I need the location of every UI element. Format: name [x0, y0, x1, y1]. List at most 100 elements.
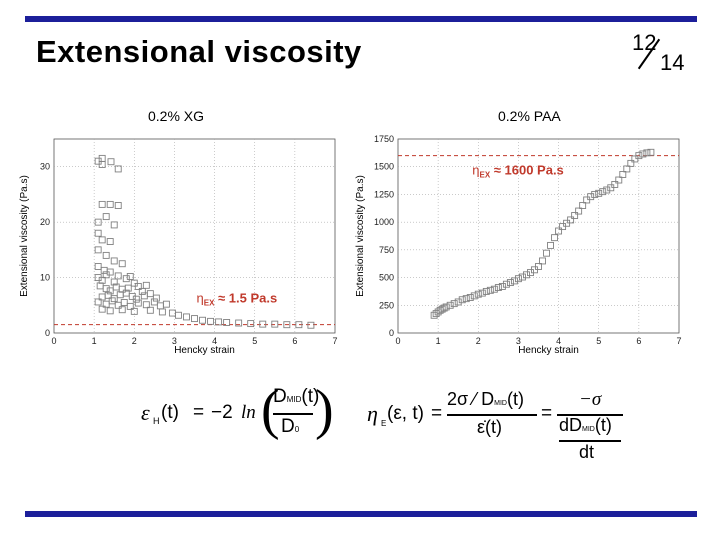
data-point	[247, 320, 255, 328]
data-point	[102, 271, 110, 279]
slide-title: Extensional viscosity	[36, 34, 362, 69]
eq-strain-lhs: ε	[141, 400, 150, 425]
chart-paa: 0 1 2 3 4 5 6 7 0 250 500 750 1000 1250 1500 1750 Hencky…	[355, 134, 682, 356]
data-point	[619, 171, 627, 178]
annotation-text: ηEX ≈ 1.5 Pa.s	[197, 291, 278, 308]
y-tick-label-0: 0	[389, 328, 394, 338]
x-tick-label-1: 1	[92, 336, 97, 346]
data-point	[502, 280, 510, 288]
eq-strain-den: D0	[281, 416, 299, 438]
data-point	[124, 284, 132, 292]
data-point	[102, 285, 110, 293]
eq-visc-equals-2: =	[541, 403, 553, 424]
data-point	[474, 290, 482, 298]
x-axis-label: Hencky strain	[518, 345, 579, 356]
eq-visc-frac1-bar	[447, 414, 537, 416]
eq-visc-lhs-args: (ε, t)	[387, 403, 424, 424]
data-point	[126, 302, 134, 310]
data-point	[535, 263, 542, 270]
data-point	[307, 321, 315, 329]
data-point	[223, 319, 231, 326]
data-point	[591, 190, 599, 198]
eq-visc-frac2-den-top-arg: (t)	[594, 415, 612, 435]
eq-visc-frac1-num: 2σ ⁄ DMID(t)	[447, 389, 524, 410]
eq-strain-lhs-arg: (t)	[161, 402, 179, 423]
data-point	[555, 227, 563, 235]
data-point	[132, 295, 140, 303]
data-point	[98, 161, 106, 168]
x-tick-label-0: 0	[51, 336, 56, 346]
data-point	[110, 257, 118, 265]
data-point	[506, 279, 514, 287]
data-point	[98, 200, 106, 208]
annotation-text: ηEX ≈ 1600 Pa.s	[472, 162, 564, 179]
data-point	[94, 263, 102, 270]
data-point	[134, 299, 142, 307]
x-tick-label-3: 3	[516, 336, 521, 346]
panel-label-xg: 0.2% XG	[148, 108, 205, 124]
eq-visc-frac1-num-sub: MID	[494, 400, 507, 407]
y-tick-label-1: 10	[40, 273, 50, 283]
eq-visc-frac1-num-arg: (t)	[506, 389, 524, 409]
x-tick-label-1: 1	[436, 336, 441, 346]
annotation-subscript: EX	[204, 299, 215, 308]
eq-visc-frac1-den: ε̇(t)	[477, 417, 503, 437]
data-point	[627, 159, 635, 167]
bottom-rule	[25, 511, 697, 517]
data-point	[94, 298, 102, 306]
data-point	[446, 301, 454, 309]
data-point	[174, 311, 182, 319]
data-point	[118, 260, 126, 268]
data-point	[114, 165, 122, 173]
eq-visc-frac2-den-top-sub: MID	[582, 426, 595, 433]
data-point	[199, 316, 206, 324]
eq-visc-equals-1: =	[431, 403, 443, 424]
annotation-subscript: EX	[479, 170, 490, 179]
data-point	[142, 281, 150, 289]
data-point	[450, 300, 458, 308]
y-tick-label-0: 0	[45, 328, 50, 338]
data-point	[98, 236, 106, 244]
top-rule	[25, 16, 697, 22]
data-point	[470, 292, 478, 300]
eq-visc-lhs-sub: E	[381, 419, 387, 428]
y-tick-label-3: 30	[40, 162, 50, 172]
eq-strain-num-d: D	[273, 386, 287, 407]
x-tick-label-4: 4	[212, 336, 217, 346]
x-axis-label: Hencky strain	[174, 345, 235, 356]
data-point	[539, 257, 546, 265]
data-point	[130, 307, 138, 315]
data-point	[102, 251, 110, 259]
data-point	[110, 221, 118, 229]
data-point	[107, 158, 115, 166]
data-point	[494, 284, 502, 291]
annotation-value: ≈ 1600 Pa.s	[490, 162, 564, 177]
data-point	[106, 238, 114, 245]
data-point	[106, 200, 114, 208]
data-point	[466, 294, 474, 301]
eq-strain-den-sub: 0	[294, 425, 300, 434]
data-point	[623, 165, 631, 173]
x-tick-label-3: 3	[172, 336, 177, 346]
data-point	[207, 317, 215, 325]
data-point	[134, 282, 142, 290]
data-point	[259, 320, 267, 328]
annotation-value: ≈ 1.5 Pa.s	[214, 291, 277, 306]
eq-strain-lhs-sub: H	[153, 416, 160, 426]
chart-xg: 0 1 2 3 4 5 6 7 0 10 20 30 Hencky strain Extensional …	[19, 138, 338, 356]
y-axis-label: Extensional viscosity (Pa.s)	[19, 175, 30, 297]
page-total: 14	[660, 50, 685, 75]
x-tick-label-7: 7	[332, 336, 337, 346]
data-point	[486, 286, 494, 294]
eq-strain-num-arg: (t)	[301, 386, 320, 407]
data-point	[571, 212, 579, 219]
data-point	[114, 202, 122, 209]
annotation-symbol: η	[197, 291, 204, 306]
eq-visc-frac2-num: −σ	[579, 389, 602, 410]
y-tick-label-2: 500	[379, 273, 394, 283]
data-point	[106, 287, 114, 295]
data-point	[106, 307, 114, 315]
data-point	[438, 305, 446, 313]
y-tick-label-3: 750	[379, 245, 394, 255]
data-point	[271, 320, 279, 328]
